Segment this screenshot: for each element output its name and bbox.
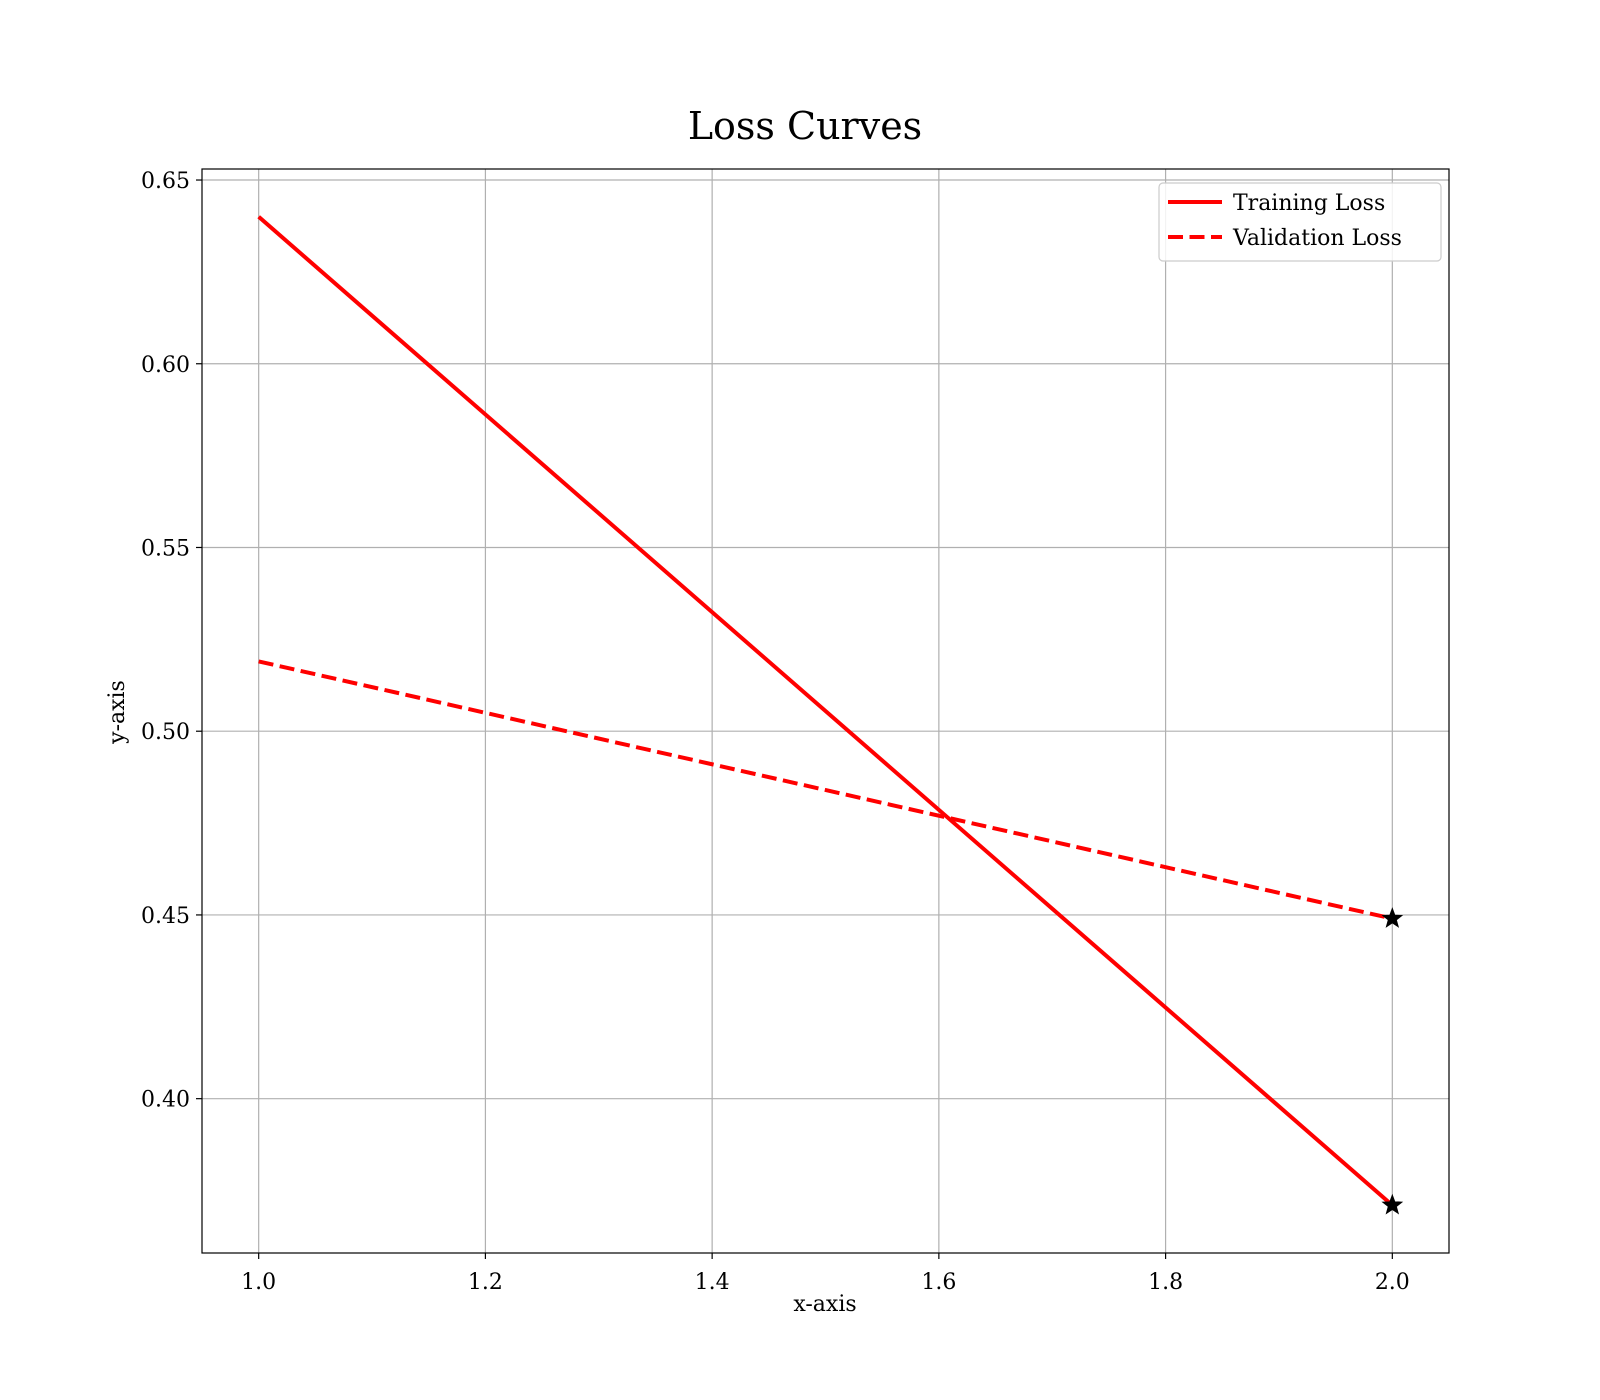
- series-line-training-loss: [257, 215, 1394, 1207]
- legend-label-validation-loss: Validation Loss: [1232, 226, 1402, 251]
- end-marker-validation-loss: [1381, 907, 1404, 928]
- legend-label-training-loss: Training Loss: [1233, 191, 1385, 216]
- end-markers: [1381, 907, 1404, 1215]
- x-tick-label-4: 1.8: [1148, 1270, 1183, 1295]
- y-tick-label-2: 0.50: [141, 720, 190, 745]
- y-tick-label-0: 0.40: [141, 1088, 190, 1113]
- series-lines: [257, 215, 1394, 1207]
- x-tick-label-5: 2.0: [1375, 1270, 1410, 1295]
- end-marker-training-loss: [1381, 1193, 1404, 1215]
- y-tick-label-4: 0.60: [141, 353, 190, 378]
- x-axis-label: x-axis: [793, 1292, 856, 1317]
- y-tick-label-5: 0.65: [141, 169, 190, 194]
- x-tick-label-2: 1.4: [695, 1270, 730, 1295]
- grid-lines: [202, 169, 1449, 1253]
- plot-area-border: [201, 168, 1450, 1254]
- chart-title: Loss Curves: [688, 104, 922, 148]
- legend-box: [1158, 182, 1442, 262]
- axes-frame: [201, 168, 1450, 1254]
- y-tick-label-1: 0.45: [141, 904, 190, 929]
- x-tick-label-0: 1.0: [241, 1270, 276, 1295]
- y-tick-label-3: 0.55: [141, 536, 190, 561]
- x-tick-label-1: 1.2: [468, 1270, 503, 1295]
- y-axis-label: y-axis: [105, 680, 130, 745]
- legend: Training Loss Validation Loss: [1158, 182, 1442, 262]
- tick-marks: 1.0 1.2 1.4 1.6 1.8 2.0 0.40 0.45 0.50 0.55 0.60 0.…: [141, 169, 1410, 1295]
- series-line-validation-loss: [258, 659, 1393, 921]
- x-tick-label-3: 1.6: [921, 1270, 956, 1295]
